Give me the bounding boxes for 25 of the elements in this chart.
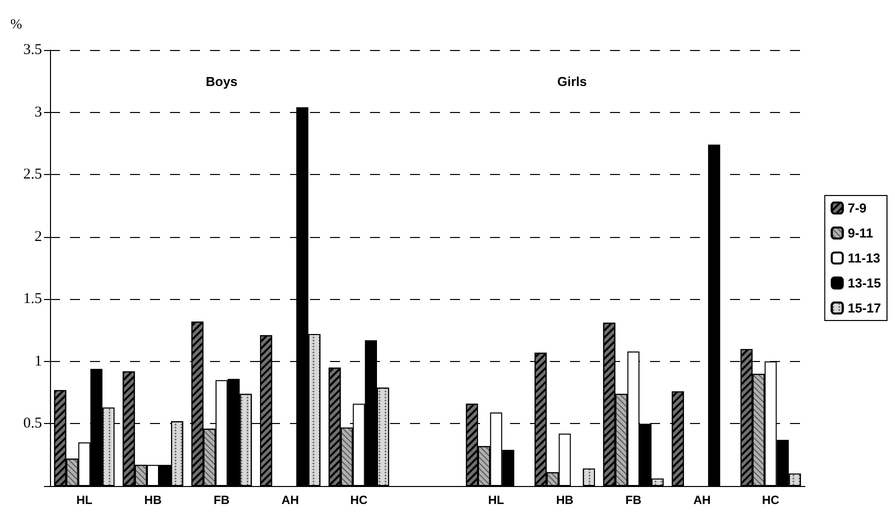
x-tick-label: HB (556, 493, 574, 507)
y-tick-label: 0.5 (23, 416, 42, 432)
legend-label: 7-9 (848, 200, 867, 216)
y-tick-label: 2.5 (23, 166, 42, 183)
y-axis-title: % (10, 18, 22, 32)
x-tick-label: FB (625, 493, 642, 507)
x-tick-label: HC (350, 493, 368, 507)
x-tick-label: HB (144, 493, 162, 507)
x-tick-label: HL (76, 493, 92, 507)
y-tick-label: 1.5 (23, 291, 42, 308)
x-tick-label: HL (488, 493, 504, 507)
x-tick-label: AH (693, 493, 711, 507)
x-tick-label: AH (282, 493, 299, 507)
y-tick-label: 3.5 (23, 42, 42, 58)
legend-label: 11-13 (848, 250, 880, 266)
y-tick-label: 2 (34, 228, 42, 245)
annotation: Girls (557, 74, 587, 89)
annotation: Boys (206, 74, 238, 89)
y-tick-label: 3 (34, 104, 42, 120)
x-tick-label: FB (214, 493, 230, 507)
legend-label: 15-17 (848, 300, 881, 316)
legend-label: 9-11 (848, 226, 874, 240)
legend-label: 13-15 (848, 276, 881, 290)
x-tick-label: HC (762, 493, 780, 507)
y-tick-label: 1 (34, 353, 42, 370)
